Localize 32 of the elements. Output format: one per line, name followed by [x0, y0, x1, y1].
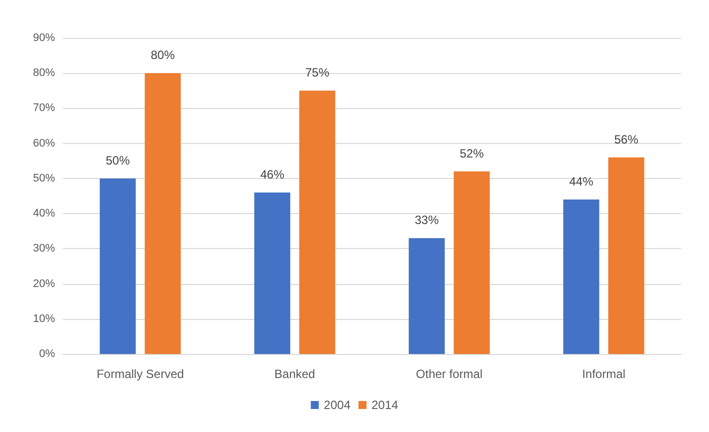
bar [454, 171, 490, 354]
y-tick-label: 90% [32, 32, 56, 44]
data-label: 46% [260, 167, 285, 182]
y-tick-label: 50% [32, 172, 56, 184]
bar [144, 73, 181, 354]
bar [254, 192, 290, 354]
data-label: 50% [106, 153, 130, 168]
data-label: 33% [414, 213, 440, 228]
legend-label: 2004 [324, 398, 351, 412]
x-tick-label: Banked [274, 367, 316, 381]
bar [408, 238, 445, 354]
bar [608, 157, 644, 354]
legend-label: 2014 [372, 398, 399, 412]
data-label: 56% [614, 132, 639, 146]
y-tick-label: 10% [32, 312, 56, 325]
y-tick-label: 80% [32, 67, 56, 80]
x-tick-label: Formally Served [96, 367, 184, 381]
y-tick-label: 70% [32, 102, 56, 114]
y-tick-label: 30% [32, 242, 56, 255]
data-label: 44% [569, 174, 594, 189]
bar [299, 90, 336, 354]
data-label: 52% [460, 146, 484, 160]
x-tick-label: Informal [582, 367, 626, 381]
y-tick-label: 40% [32, 208, 56, 220]
data-label: 80% [150, 48, 176, 62]
y-tick-label: 20% [32, 278, 56, 290]
y-tick-label: 0% [39, 348, 56, 360]
data-label: 75% [305, 66, 330, 80]
x-tick-label: Other formal [416, 367, 483, 381]
bar [100, 178, 136, 354]
bar [563, 200, 600, 354]
y-tick-label: 60% [32, 137, 56, 150]
